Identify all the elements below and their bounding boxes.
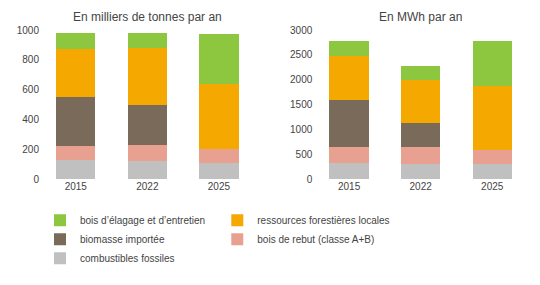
svg-text:2025: 2025 [208,181,231,192]
svg-text:600: 600 [22,84,39,95]
svg-text:ressources forestières locales: ressources forestières locales [257,215,389,226]
svg-text:2022: 2022 [136,181,159,192]
svg-text:combustibles fossiles: combustibles fossiles [80,253,174,264]
svg-text:500: 500 [296,149,313,160]
svg-text:200: 200 [22,144,39,155]
svg-text:800: 800 [22,54,39,65]
svg-text:En milliers de tonnes par an: En milliers de tonnes par an [73,10,222,24]
svg-text:2015: 2015 [338,181,361,192]
svg-text:0: 0 [33,174,39,185]
svg-text:bois de rebut (classe A+B): bois de rebut (classe A+B) [257,234,374,245]
svg-text:En MWh par an: En MWh par an [379,10,462,24]
svg-text:biomasse importée: biomasse importée [80,234,165,245]
svg-text:1000: 1000 [17,25,40,36]
svg-text:1000: 1000 [290,124,313,135]
svg-text:0: 0 [307,174,313,185]
svg-text:1500: 1500 [290,99,313,110]
svg-text:bois d’élagage et d’entretien: bois d’élagage et d’entretien [80,215,205,226]
svg-text:2022: 2022 [410,181,433,192]
svg-text:2025: 2025 [481,181,504,192]
svg-text:2000: 2000 [290,74,313,85]
svg-text:3000: 3000 [290,25,313,36]
svg-text:2500: 2500 [290,49,313,60]
svg-text:2015: 2015 [65,181,88,192]
svg-text:400: 400 [22,114,39,125]
